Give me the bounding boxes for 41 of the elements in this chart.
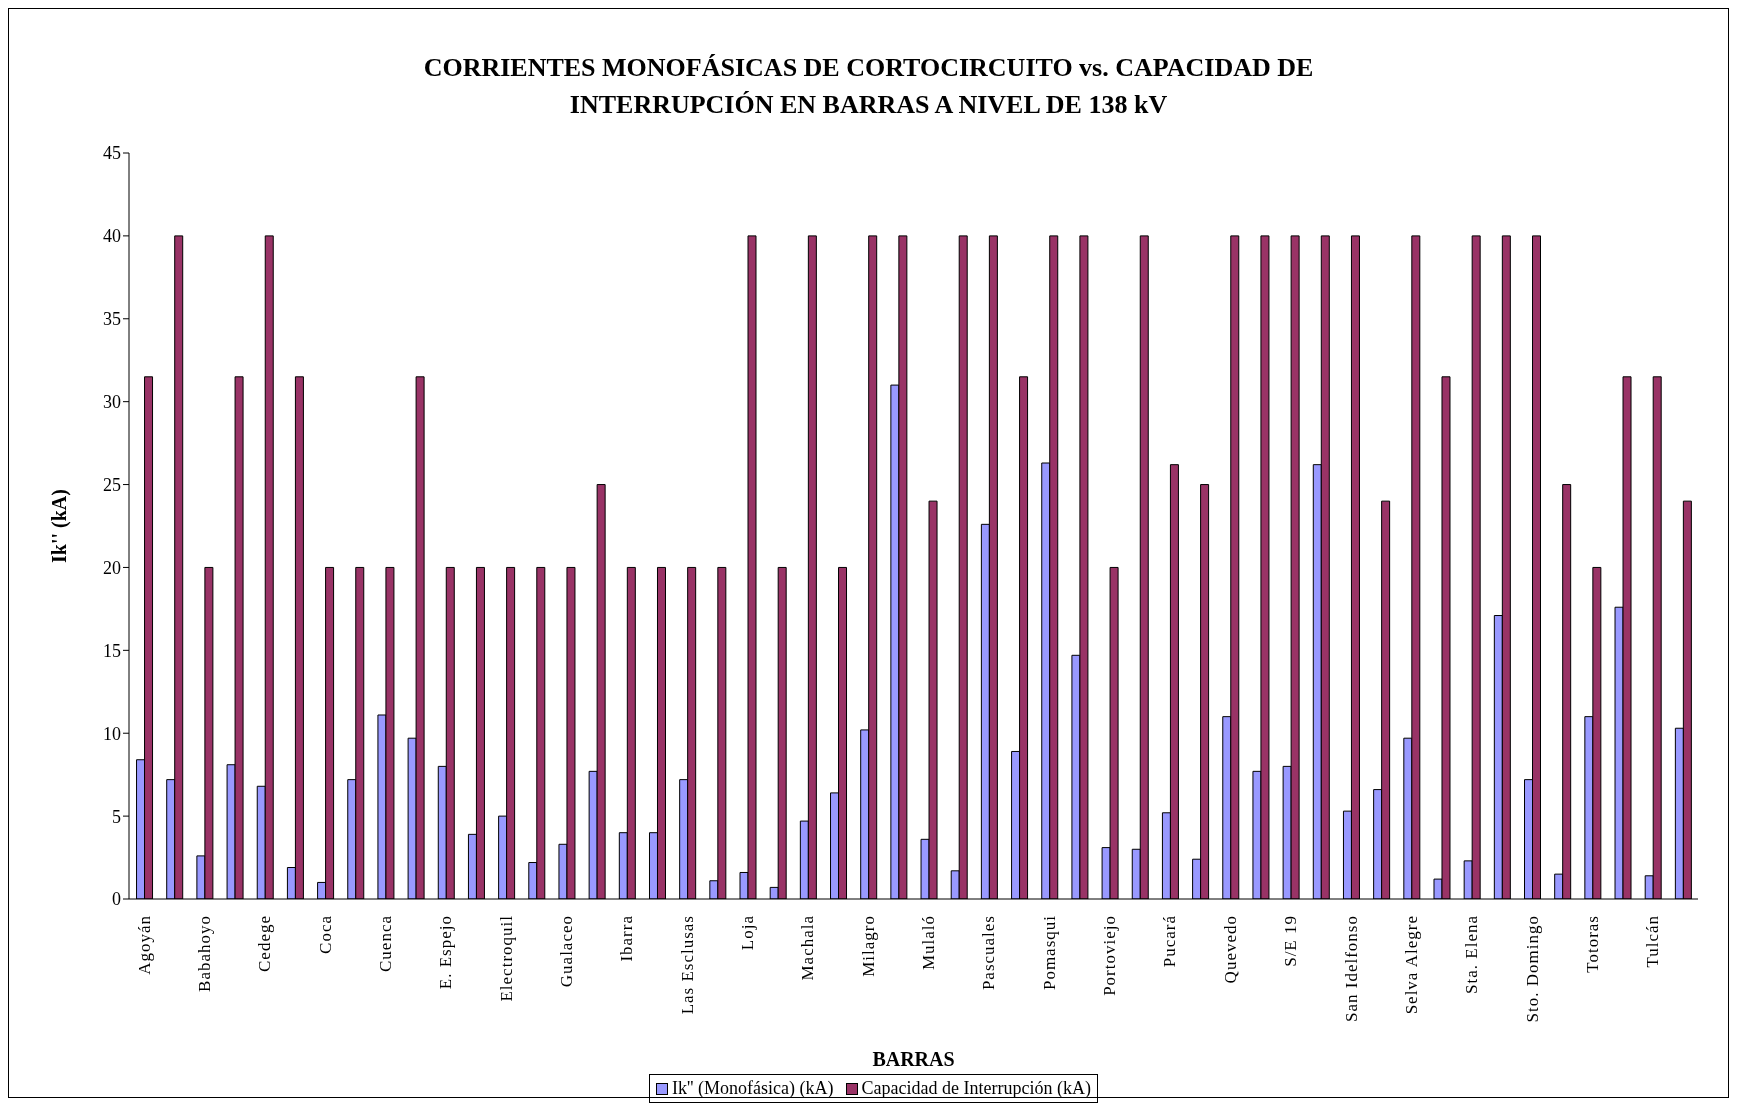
x-tick-label: Babahoyo xyxy=(194,915,214,992)
legend-label: Capacidad de Interrupción (kA) xyxy=(860,1078,1091,1099)
x-tick-label: Selva Alegre xyxy=(1401,915,1421,1015)
x-tick-label: Cedege xyxy=(255,915,275,972)
x-tick-label: S/E 19 xyxy=(1281,915,1301,967)
y-tick-label: 20 xyxy=(103,557,121,578)
y-tick-label: 35 xyxy=(103,309,121,330)
x-tick-label: Pucará xyxy=(1160,915,1180,968)
x-tick-label: Sto. Domingo xyxy=(1522,915,1542,1023)
x-tick-label: Milagro xyxy=(858,915,878,977)
x-tick-label: Ibarra xyxy=(617,915,637,962)
y-tick-label: 40 xyxy=(103,226,121,247)
x-tick-label: Gualaceo xyxy=(557,915,577,988)
y-tick-label: 30 xyxy=(103,392,121,413)
x-tick-label: Sta. Elena xyxy=(1462,915,1482,994)
y-axis-title: Ik'' (kA) xyxy=(48,489,72,563)
y-tick-label: 0 xyxy=(112,889,121,910)
y-tick-label: 15 xyxy=(103,640,121,661)
y-tick-label: 5 xyxy=(112,806,121,827)
x-tick-label: Tulcán xyxy=(1643,915,1663,968)
legend-label: Ik'' (Monofásica) (kA) xyxy=(671,1078,834,1099)
x-tick-label: E. Espejo xyxy=(436,915,456,990)
y-tick-label: 25 xyxy=(103,474,121,495)
x-tick-label: Pascuales xyxy=(979,915,999,991)
x-tick-label: Electroquil xyxy=(496,915,516,1002)
x-tick-label: Las Esclusas xyxy=(677,915,697,1015)
x-tick-label: San Idelfonso xyxy=(1341,915,1361,1022)
x-tick-label: Machala xyxy=(798,915,818,981)
x-tick-label: Totoras xyxy=(1582,915,1602,973)
chart-title: CORRIENTES MONOFÁSICAS DE CORTOCIRCUITO vs. CAPACIDAD DE INTERRUPCIÓN EN BARRAS A NIVEL DE 138 kV xyxy=(422,52,1315,121)
x-tick-label: Pomasqui xyxy=(1039,915,1059,991)
x-tick-label: Portoviejo xyxy=(1100,915,1120,996)
x-axis-title: BARRAS xyxy=(872,1048,955,1070)
x-tick-label: Quevedo xyxy=(1220,915,1240,984)
x-tick-label: Cuenca xyxy=(375,915,395,972)
x-tick-label: Mulaló xyxy=(919,915,939,971)
y-tick-label: 45 xyxy=(103,143,121,164)
x-tick-label: Coca xyxy=(315,915,335,954)
x-tick-label: Agoyán xyxy=(134,915,154,975)
x-tick-label: Loja xyxy=(738,915,758,951)
y-tick-label: 10 xyxy=(103,723,121,744)
